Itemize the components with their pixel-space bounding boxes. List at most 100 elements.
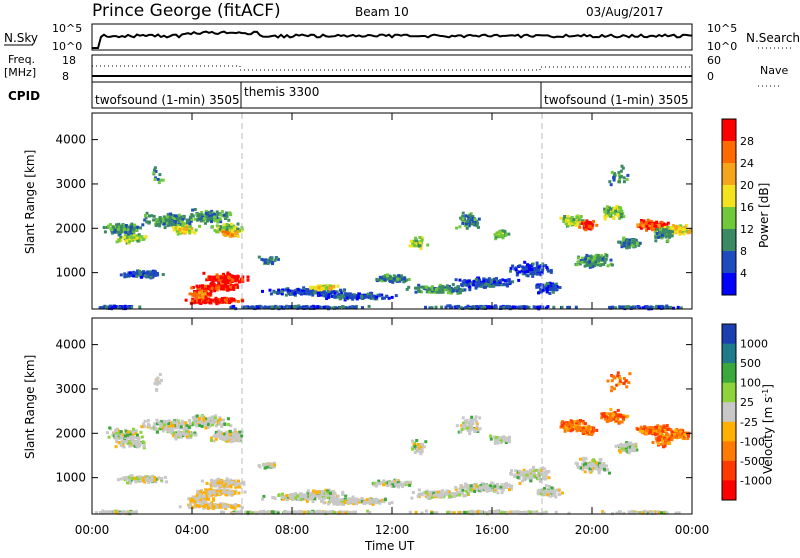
- echo-cell: [375, 278, 378, 281]
- echo-cell: [204, 285, 207, 288]
- echo-cell: [577, 257, 580, 260]
- echo-cell: [678, 227, 681, 230]
- echo-cell: [223, 214, 226, 217]
- echo-cell: [523, 261, 526, 264]
- echo-cell: [120, 225, 123, 228]
- echo-cell: [687, 231, 690, 234]
- echo-cell: [138, 444, 141, 447]
- echo-cell: [162, 430, 165, 433]
- echo-cell: [415, 291, 418, 294]
- echo-cell: [340, 503, 343, 506]
- echo-cell: [317, 286, 320, 289]
- echo-cell: [133, 236, 136, 239]
- echo-cell: [207, 219, 210, 222]
- echo-cell: [233, 228, 236, 231]
- echo-cell: [223, 491, 226, 494]
- echo-cell: [317, 491, 320, 494]
- echo-cell: [199, 490, 202, 493]
- echo-cell: [216, 219, 219, 222]
- echo-cell: [456, 305, 459, 308]
- echo-cell: [395, 294, 398, 297]
- echo-cell: [527, 274, 530, 277]
- echo-cell: [618, 180, 621, 183]
- echo-cell: [570, 217, 573, 220]
- echo-cell: [232, 433, 235, 436]
- echo-cell: [266, 466, 269, 469]
- echo-cell: [468, 288, 471, 291]
- echo-cell: [103, 226, 106, 229]
- echo-cell: [610, 183, 613, 186]
- echo-cell: [195, 424, 198, 427]
- echo-cell: [297, 288, 300, 291]
- echo-cell: [144, 420, 147, 423]
- echo-cell: [220, 481, 223, 484]
- echo-cell: [548, 292, 551, 295]
- echo-cell: [165, 480, 168, 483]
- echo-cell: [538, 266, 541, 269]
- echo-cell: [206, 482, 209, 485]
- echo-cell: [160, 477, 163, 480]
- echo-cell: [483, 286, 486, 289]
- echo-cell: [650, 226, 653, 229]
- echo-cell: [108, 436, 111, 439]
- echo-cell: [126, 305, 129, 308]
- echo-cell: [321, 492, 324, 495]
- echo-cell: [234, 428, 237, 431]
- echo-cell: [515, 268, 518, 271]
- echo-cell: [132, 428, 135, 431]
- echo-cell: [420, 247, 423, 250]
- echo-cell: [351, 500, 354, 503]
- echo-cell: [130, 223, 133, 226]
- echo-cell: [201, 284, 204, 287]
- echo-cell: [339, 289, 342, 292]
- echo-cell: [202, 272, 205, 275]
- echo-cell: [284, 306, 287, 309]
- echo-cell: [627, 242, 630, 245]
- noise-left-tick-bottom: 10^0: [52, 40, 82, 53]
- echo-cell: [344, 495, 347, 498]
- echo-cell: [466, 227, 469, 230]
- echo-cell: [140, 425, 143, 428]
- echo-cell: [226, 215, 229, 218]
- echo-cell: [585, 254, 588, 257]
- echo-cell: [120, 230, 123, 233]
- echo-cell: [229, 300, 232, 303]
- echo-cell: [298, 291, 301, 294]
- echo-cell: [620, 170, 623, 173]
- echo-cell: [196, 219, 199, 222]
- echo-cell: [125, 478, 128, 481]
- echo-cell: [218, 422, 221, 425]
- echo-cell: [580, 215, 583, 218]
- echo-cell: [105, 306, 108, 309]
- echo-cell: [114, 429, 117, 432]
- echo-cell: [546, 282, 549, 285]
- noise-panel: N.Sky 10^5 10^0 10^5 10^0 N.Search: [4, 22, 800, 53]
- echo-cell: [168, 419, 171, 422]
- echo-cell: [537, 291, 540, 294]
- echo-cell: [156, 431, 159, 434]
- echo-cell: [669, 306, 672, 309]
- echo-cell: [237, 300, 240, 303]
- echo-cell: [132, 229, 135, 232]
- echo-cell: [129, 474, 132, 477]
- echo-cell: [391, 296, 394, 299]
- echo-cell: [563, 215, 566, 218]
- echo-cell: [213, 435, 216, 438]
- echo-cell: [413, 244, 416, 247]
- echo-cell: [210, 439, 213, 442]
- echo-cell: [233, 439, 236, 442]
- echo-cell: [221, 210, 224, 213]
- echo-cell: [636, 242, 639, 245]
- echo-cell: [468, 214, 471, 217]
- echo-cell: [477, 281, 480, 284]
- echo-cell: [503, 230, 506, 233]
- echo-cell: [157, 178, 160, 181]
- echo-cell: [136, 226, 139, 229]
- echo-cell: [267, 262, 270, 265]
- echo-cell: [188, 230, 191, 233]
- echo-cell: [195, 418, 198, 421]
- echo-cell: [681, 228, 684, 231]
- echo-cell: [153, 271, 156, 274]
- echo-cell: [593, 257, 596, 260]
- echo-cell: [211, 225, 214, 228]
